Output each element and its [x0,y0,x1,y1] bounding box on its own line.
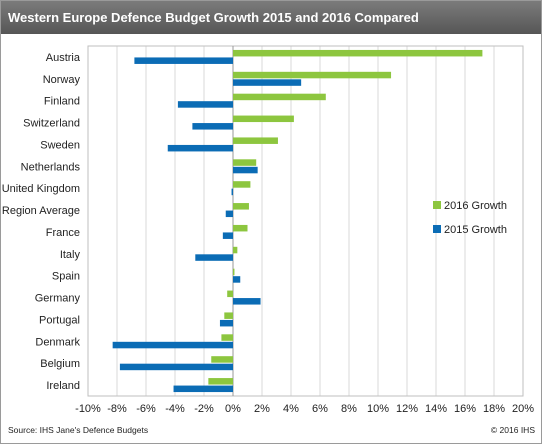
x-tick-label: 2% [254,403,270,415]
bar-2015 [119,363,233,371]
bar-2016 [221,334,233,341]
title-bar: Western Europe Defence Budget Growth 201… [1,1,541,34]
x-tick-label: 10% [367,403,389,415]
x-tick-label: 16% [454,403,476,415]
legend-swatch [433,225,441,233]
bar-2015 [233,166,258,174]
legend-label: 2015 Growth [444,224,507,236]
bar-2015 [219,319,233,327]
category-label: Netherlands [21,161,81,173]
bar-2016 [233,159,257,166]
legend-swatch [433,201,441,209]
bar-2016 [233,137,278,144]
bar-2015 [112,341,233,349]
category-label: Portugal [39,314,80,326]
bar-2016 [233,93,326,101]
category-label: Region Average [2,205,80,217]
bar-2015 [177,101,233,108]
x-tick-label: 4% [283,403,299,415]
category-label: France [46,227,80,239]
bar-2015 [231,188,233,196]
category-label: Sweden [40,139,80,151]
plot-area [87,45,524,397]
chart-title: Western Europe Defence Budget Growth 201… [8,10,419,25]
category-label: Denmark [35,336,80,348]
bar-2015 [233,276,241,283]
bar-2016 [208,378,233,385]
category-label: Ireland [46,380,80,392]
x-tick-label: 12% [396,403,418,415]
category-label: Spain [52,271,80,283]
bar-chart: -10% -8% -6% -4% -2% 0% 2% 4% 6% 8% 10% 12% 14% 16% 18… [2,45,534,415]
category-label: Finland [44,96,80,108]
bar-2016 [211,356,233,363]
x-tick-label: 0% [225,403,241,415]
x-tick-label: -8% [107,403,127,415]
bar-2015 [167,144,233,152]
bar-2015 [195,254,233,261]
category-label: Germany [35,293,81,305]
x-tick-label: 8% [341,403,357,415]
x-tick-label: -2% [194,403,214,415]
bar-2016 [233,268,235,276]
x-tick-label: 6% [312,403,328,415]
x-tick-label: -6% [136,403,156,415]
bar-2016 [233,71,392,79]
x-tick-label: -4% [165,403,185,415]
bar-2015 [222,232,233,239]
category-label: Norway [43,74,81,86]
category-label: Italy [60,249,81,261]
bar-2016 [233,224,248,232]
bar-2015 [233,79,302,86]
bar-2016 [227,290,233,298]
category-label: Austria [46,52,81,64]
bar-2016 [233,115,294,123]
source-note: Source: IHS Jane's Defence Budgets [8,425,149,435]
bar-2016 [233,181,251,188]
x-tick-label: 18% [483,403,505,415]
x-tick-label: 20% [512,403,534,415]
category-label: Switzerland [23,118,80,130]
bar-2015 [192,123,233,130]
legend-label: 2016 Growth [444,200,507,212]
copyright-note: © 2016 IHS [490,425,535,435]
bar-2015 [233,298,261,305]
bar-2016 [233,49,483,57]
bar-2016 [224,312,233,319]
bar-2015 [134,57,233,64]
x-tick-label: -10% [75,403,101,415]
bar-2016 [233,203,249,210]
bar-2016 [233,246,238,254]
x-tick-label: 14% [425,403,447,415]
bar-2015 [225,210,233,218]
category-label: United Kingdom [2,183,80,195]
category-label: Belgium [40,358,80,370]
bar-2015 [173,385,233,393]
